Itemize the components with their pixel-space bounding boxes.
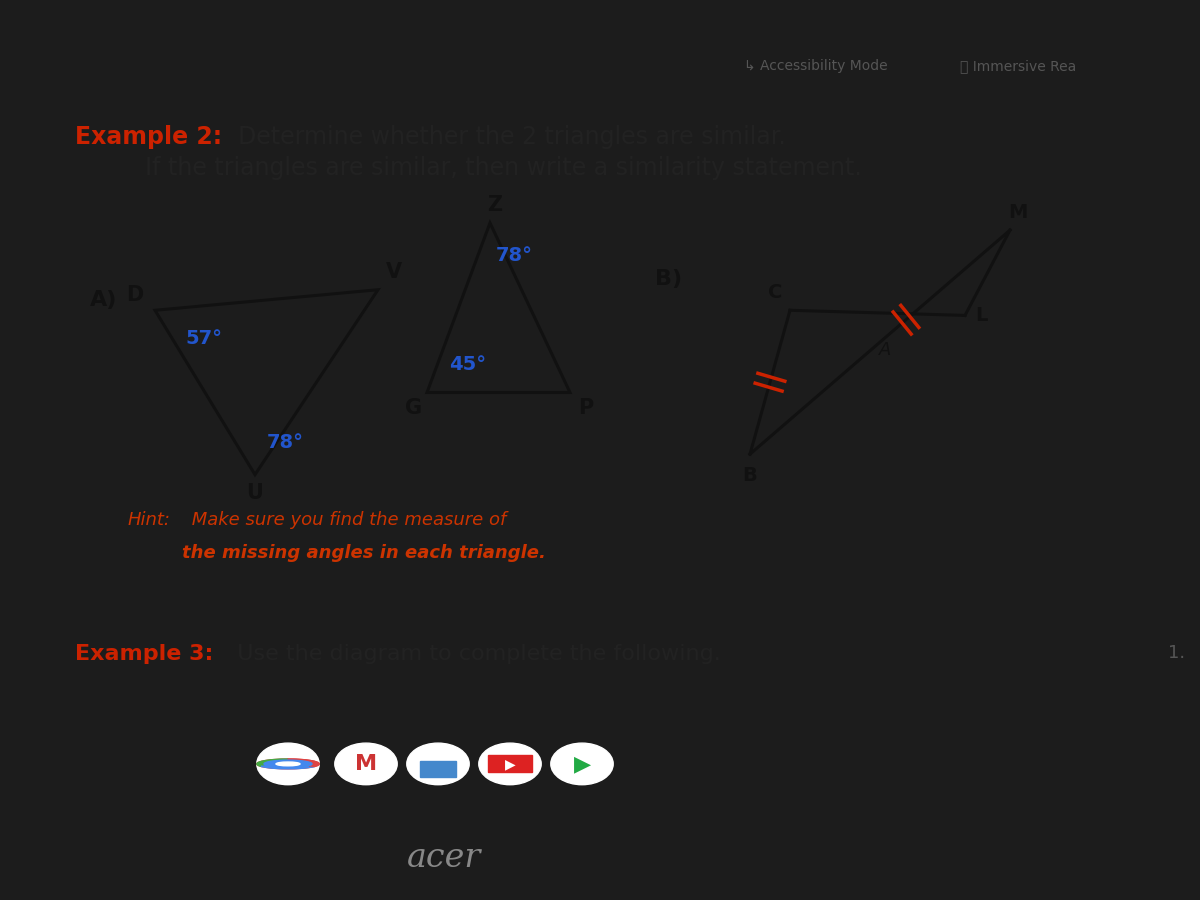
Bar [488, 755, 532, 772]
Text: Determine whether the 2 triangles are similar.: Determine whether the 2 triangles are si… [223, 125, 786, 149]
Ellipse shape [479, 743, 541, 785]
Text: G: G [404, 398, 422, 418]
Text: A: A [878, 341, 892, 359]
Text: B: B [743, 466, 757, 485]
Text: the missing angles in each triangle.: the missing angles in each triangle. [182, 544, 546, 562]
Circle shape [264, 760, 312, 768]
Text: V: V [386, 262, 402, 282]
Text: 78°: 78° [496, 246, 533, 265]
Wedge shape [288, 759, 319, 767]
Wedge shape [257, 759, 288, 767]
Text: 📖 Immersive Rea: 📖 Immersive Rea [960, 59, 1076, 73]
Text: A): A) [90, 290, 118, 310]
Text: U: U [246, 483, 264, 503]
Text: C: C [768, 284, 782, 302]
Text: Example 2:: Example 2: [74, 125, 222, 149]
Circle shape [276, 762, 300, 766]
Text: Z: Z [487, 194, 503, 215]
Text: D: D [126, 285, 143, 305]
Wedge shape [260, 766, 316, 769]
Text: M: M [1008, 202, 1027, 222]
Text: 57°: 57° [185, 328, 222, 347]
Ellipse shape [335, 743, 397, 785]
Ellipse shape [551, 743, 613, 785]
Text: B): B) [655, 269, 682, 290]
Text: 1.: 1. [1168, 644, 1186, 662]
Text: ▶: ▶ [574, 754, 590, 774]
Ellipse shape [407, 743, 469, 785]
Text: 78°: 78° [266, 433, 304, 452]
Text: Example 3:: Example 3: [74, 644, 214, 664]
Text: Use the diagram to complete the following.: Use the diagram to complete the followin… [223, 644, 721, 664]
Text: 45°: 45° [449, 355, 486, 374]
Text: M: M [355, 754, 377, 774]
Text: Make sure you find the measure of: Make sure you find the measure of [186, 510, 506, 528]
Text: L: L [974, 306, 988, 325]
Text: Hint:: Hint: [128, 510, 172, 528]
Text: If the triangles are similar, then write a similarity statement.: If the triangles are similar, then write… [145, 157, 862, 180]
Text: ▶: ▶ [505, 757, 515, 771]
Text: ↳ Accessibility Mode: ↳ Accessibility Mode [744, 59, 888, 73]
Text: P: P [578, 398, 593, 418]
Circle shape [257, 759, 319, 769]
Text: acer: acer [407, 842, 481, 875]
Ellipse shape [257, 743, 319, 785]
Bar [420, 761, 456, 778]
